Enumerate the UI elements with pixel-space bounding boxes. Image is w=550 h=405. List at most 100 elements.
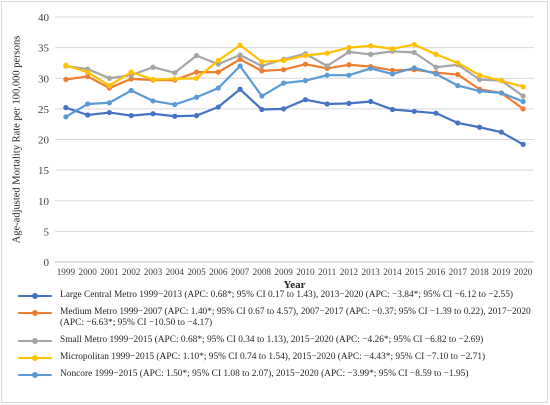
- data-point: [433, 110, 439, 116]
- data-point: [476, 124, 483, 130]
- series-line: [65, 88, 524, 146]
- data-point: [281, 106, 287, 112]
- data-point: [346, 62, 352, 68]
- data-point: [389, 67, 396, 73]
- data-point: [150, 64, 156, 70]
- legend-label: Noncore 1999−2015 (APC: 1.50*; 95% CI 1.…: [60, 369, 469, 379]
- data-point: [324, 101, 330, 107]
- data-point: [302, 52, 308, 59]
- series-1: [63, 86, 526, 147]
- data-point: [215, 57, 221, 64]
- data-point: [476, 88, 483, 94]
- data-point: [150, 111, 156, 117]
- data-point: [433, 64, 439, 70]
- legend-label: Small Metro 1999−2015 (APC: 0.68*; 95% C…: [60, 335, 484, 345]
- data-point: [520, 98, 526, 105]
- data-point: [259, 106, 265, 113]
- data-point: [389, 106, 396, 113]
- data-point: [128, 87, 134, 94]
- data-point: [520, 93, 526, 99]
- data-point: [106, 75, 113, 81]
- data-point: [259, 68, 265, 74]
- data-point: [389, 71, 396, 77]
- legend-item: Large Central Metro 1999−2013 (APC: 0.68…: [16, 290, 546, 301]
- x-axis-ticks: 1999 2000 2001 2002 2003 2004 2005 2006 2007 2008…: [57, 267, 533, 277]
- data-point: [193, 113, 200, 119]
- series-5: [63, 63, 526, 120]
- data-point: [193, 69, 200, 75]
- x-tick-label: 2014: [383, 267, 402, 277]
- data-point: [63, 114, 69, 120]
- data-point: [368, 51, 374, 57]
- x-tick-label: 2002: [122, 267, 141, 277]
- data-point: [346, 49, 352, 55]
- legend-item: Micropolitan 1999−2015 (APC: 1.10*; 95% …: [16, 352, 546, 363]
- data-point: [433, 51, 439, 57]
- x-tick-label: 1999: [57, 267, 76, 277]
- data-point: [85, 112, 91, 118]
- data-point: [259, 59, 265, 65]
- y-tick-label: 20: [38, 135, 50, 147]
- series-line: [65, 50, 524, 97]
- legend-label: Micropolitan 1999−2015 (APC: 1.10*; 95% …: [60, 352, 486, 362]
- legend-item: Medium Metro 1999−2007 (APC: 1.40*; 95% …: [16, 307, 546, 329]
- data-point: [498, 129, 504, 135]
- data-point: [476, 76, 483, 83]
- data-point: [128, 113, 134, 119]
- x-tick-label: 2017: [449, 267, 468, 277]
- legend-item: Small Metro 1999−2015 (APC: 0.68*; 95% C…: [16, 335, 546, 346]
- data-point: [150, 76, 156, 83]
- data-point: [63, 76, 69, 83]
- data-point: [302, 61, 308, 67]
- data-point: [215, 104, 221, 110]
- legend-label: Large Central Metro 1999−2013 (APC: 0.68…: [60, 290, 514, 300]
- data-point: [150, 98, 156, 104]
- data-point: [85, 73, 91, 80]
- data-point: [455, 71, 461, 78]
- y-tick-label: 0: [44, 257, 50, 269]
- y-axis-label: Age-adjusted Mortality Rate per 100,000 …: [12, 36, 23, 244]
- data-point: [215, 85, 221, 91]
- data-point: [302, 97, 308, 103]
- data-point: [368, 43, 374, 49]
- data-point: [259, 93, 265, 99]
- data-point: [411, 41, 417, 48]
- data-point: [346, 100, 352, 106]
- data-point: [455, 60, 461, 66]
- data-point: [106, 109, 113, 116]
- x-tick-label: 2018: [470, 267, 489, 277]
- data-point: [324, 50, 330, 56]
- series-line: [65, 58, 524, 110]
- y-tick-label: 25: [38, 104, 50, 116]
- data-point: [193, 75, 200, 81]
- series-lines: [63, 41, 526, 147]
- x-tick-label: 2001: [100, 267, 119, 277]
- data-point: [259, 63, 265, 69]
- x-tick-label: 2016: [427, 267, 446, 277]
- x-tick-label: 2011: [318, 267, 336, 277]
- data-point: [281, 67, 287, 73]
- data-point: [520, 141, 526, 147]
- y-tick-label: 40: [38, 12, 50, 24]
- data-point: [520, 84, 526, 90]
- data-point: [237, 63, 243, 69]
- data-point: [63, 62, 69, 68]
- x-tick-label: 2020: [514, 267, 533, 277]
- data-point: [368, 65, 374, 72]
- data-point: [324, 72, 330, 78]
- data-point: [302, 78, 308, 84]
- data-point: [346, 72, 352, 78]
- data-point: [455, 83, 461, 89]
- legend-swatch: [16, 307, 56, 318]
- data-point: [63, 105, 69, 111]
- data-point: [106, 83, 113, 89]
- data-point: [237, 56, 243, 62]
- y-tick-label: 10: [38, 196, 50, 208]
- legend-item: Noncore 1999−2015 (APC: 1.50*; 95% CI 1.…: [16, 369, 546, 380]
- x-tick-label: 2012: [340, 267, 359, 277]
- data-point: [237, 42, 243, 48]
- y-tick-label: 35: [38, 43, 50, 55]
- data-point: [172, 101, 178, 108]
- x-tick-label: 2006: [209, 267, 228, 277]
- data-point: [520, 106, 526, 112]
